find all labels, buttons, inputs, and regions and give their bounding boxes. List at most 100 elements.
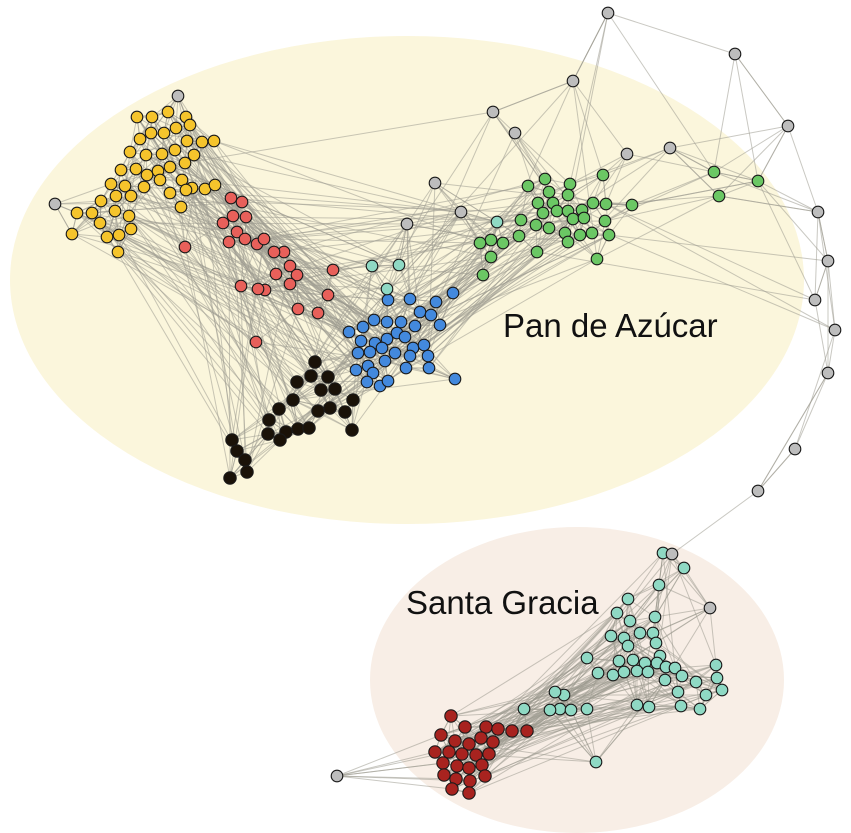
- node-darkred: [436, 756, 450, 770]
- node-darkred: [450, 759, 464, 773]
- node-black: [223, 471, 237, 485]
- node-black: [323, 401, 337, 415]
- node-black: [302, 421, 316, 435]
- node-black: [261, 427, 275, 441]
- edge: [398, 182, 436, 266]
- edge: [514, 132, 539, 204]
- node-black: [238, 453, 252, 467]
- node-teal: [548, 685, 562, 699]
- node-darkred: [520, 724, 534, 738]
- edge: [757, 448, 796, 492]
- node-darkred: [455, 747, 469, 761]
- node-red: [239, 210, 253, 224]
- node-black: [286, 393, 300, 407]
- node-yellow: [168, 143, 182, 157]
- edge: [757, 372, 829, 492]
- edge: [151, 116, 257, 343]
- node-red: [269, 267, 283, 281]
- edge: [669, 147, 759, 182]
- node-blue: [381, 374, 395, 388]
- edge: [231, 238, 265, 441]
- edge: [175, 127, 312, 377]
- node-teal: [543, 703, 557, 717]
- node-darkred: [462, 786, 476, 800]
- edge: [246, 308, 299, 473]
- node-yellow: [145, 110, 159, 124]
- node-teal: [710, 671, 724, 685]
- node-darkred: [505, 724, 519, 738]
- node-red: [267, 245, 281, 259]
- node-darkred: [463, 774, 477, 788]
- node-red: [234, 279, 248, 293]
- node-yellow: [140, 168, 154, 182]
- edge: [386, 80, 574, 290]
- node-teal: [715, 683, 729, 697]
- edge: [117, 251, 312, 377]
- edge: [631, 180, 759, 206]
- edge: [99, 222, 408, 225]
- node-red: [222, 235, 236, 249]
- node-green: [521, 179, 535, 193]
- edge: [814, 211, 819, 301]
- edge: [146, 174, 462, 213]
- node-black: [273, 433, 287, 447]
- node-teal: [630, 698, 644, 712]
- node-green: [599, 197, 613, 211]
- node-black: [230, 444, 244, 458]
- node-black: [346, 393, 360, 407]
- node-gray: [48, 197, 62, 211]
- edge: [240, 285, 257, 343]
- node-red: [257, 232, 271, 246]
- node-yellow: [124, 189, 138, 203]
- edge: [348, 178, 546, 333]
- edge: [213, 140, 481, 244]
- edge: [386, 223, 408, 290]
- node-yellow: [163, 186, 177, 200]
- node-gray: [828, 323, 842, 337]
- node-gray: [508, 126, 522, 140]
- node-darkred: [486, 735, 500, 749]
- edge: [384, 360, 456, 380]
- node-teal: [606, 668, 620, 682]
- edge: [572, 12, 609, 82]
- node-teal: [621, 592, 635, 606]
- edge: [348, 111, 494, 333]
- node-green: [473, 236, 487, 250]
- node-darkred: [469, 748, 483, 762]
- node-green: [707, 165, 721, 179]
- edge: [718, 180, 759, 197]
- edge: [442, 670, 638, 764]
- node-green: [625, 198, 639, 212]
- node-blue: [381, 293, 395, 307]
- edge: [468, 705, 682, 794]
- edge: [549, 709, 597, 763]
- node-yellow: [139, 148, 153, 162]
- edge: [526, 553, 673, 732]
- node-yellow: [111, 245, 125, 259]
- edge: [817, 211, 836, 331]
- node-green: [484, 250, 498, 264]
- node-yellow: [183, 118, 197, 132]
- edge: [607, 12, 715, 173]
- edge: [709, 607, 717, 666]
- edge: [814, 299, 829, 374]
- edge: [669, 125, 789, 149]
- node-red: [291, 302, 305, 316]
- node-blue: [421, 349, 435, 363]
- node-teal: [591, 666, 605, 680]
- node-red: [224, 191, 238, 205]
- edge: [430, 132, 516, 316]
- node-teal: [675, 669, 689, 683]
- edge: [371, 223, 408, 267]
- edge: [563, 552, 664, 696]
- node-gray: [486, 105, 500, 119]
- edge: [128, 215, 281, 441]
- edge: [180, 206, 186, 248]
- node-blue: [446, 286, 460, 300]
- node-darkred: [442, 745, 456, 759]
- node-teal: [490, 215, 504, 229]
- edge: [616, 612, 723, 691]
- edge: [184, 111, 494, 164]
- node-blue: [429, 295, 443, 309]
- node-yellow: [153, 173, 167, 187]
